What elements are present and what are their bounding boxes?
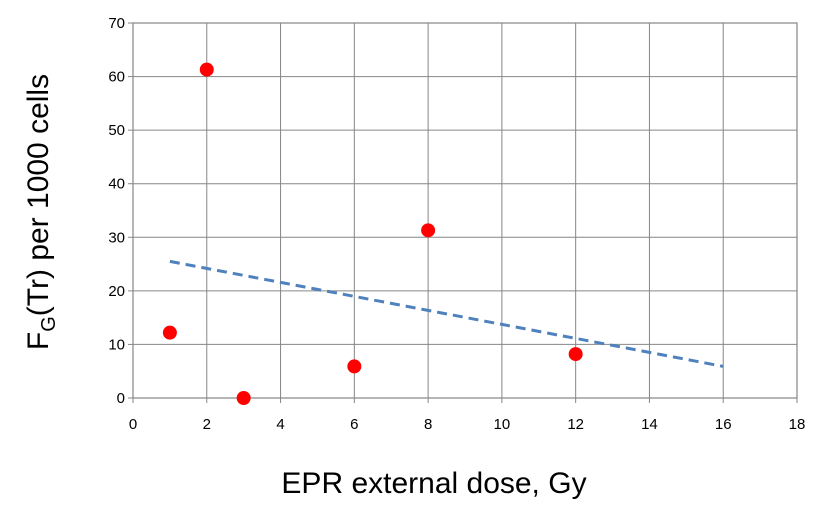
- y-axis-title: FG(Tr) per 1000 cells: [22, 74, 60, 350]
- data-point: [421, 223, 436, 238]
- y-axis-title-rest: (Tr) per 1000 cells: [22, 74, 55, 316]
- x-tick-label: 12: [567, 416, 584, 433]
- y-tick-label: 70: [108, 15, 125, 32]
- y-axis-title-main: F: [22, 332, 55, 350]
- y-axis-title-subscript: G: [38, 316, 60, 332]
- x-tick-label: 2: [203, 416, 211, 433]
- plot-area-frame: [132, 22, 798, 399]
- data-points: [162, 62, 583, 405]
- x-tick-label: 4: [276, 416, 284, 433]
- x-tick-label: 14: [641, 416, 658, 433]
- x-tick-label: 8: [424, 416, 432, 433]
- data-point: [236, 391, 251, 405]
- y-tick-label: 50: [108, 122, 125, 139]
- y-tick-label: 10: [108, 336, 125, 353]
- data-point: [199, 62, 214, 77]
- x-tick-label: 18: [789, 416, 806, 433]
- y-tick-label: 0: [117, 390, 125, 407]
- x-tick-label: 16: [715, 416, 732, 433]
- grid-lines: [128, 22, 798, 403]
- y-tick-label: 30: [108, 229, 125, 246]
- y-tick-label: 20: [108, 283, 125, 300]
- y-axis-ticks: 0 10 20 30 40 50 60 70: [108, 15, 125, 407]
- x-tick-label: 6: [350, 416, 358, 433]
- x-tick-label: 0: [129, 416, 137, 433]
- trend-line: [169, 259, 724, 368]
- y-tick-label: 60: [108, 69, 125, 86]
- x-tick-label: 10: [494, 416, 511, 433]
- data-point: [568, 347, 583, 362]
- y-tick-label: 40: [108, 176, 125, 193]
- data-point: [347, 359, 362, 374]
- x-axis-ticks: 0 2 4 6 8 10 12 14 16 18: [129, 416, 806, 433]
- x-axis-title: EPR external dose, Gy: [281, 467, 586, 500]
- data-point: [162, 325, 177, 340]
